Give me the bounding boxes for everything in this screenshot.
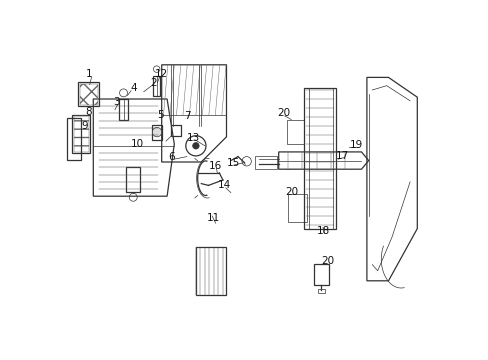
- Text: 19: 19: [349, 140, 363, 150]
- Bar: [72, 115, 89, 153]
- Bar: [288, 194, 306, 222]
- Text: 14: 14: [218, 180, 231, 190]
- Bar: [196, 247, 226, 295]
- Bar: [286, 120, 304, 144]
- Text: 16: 16: [208, 161, 221, 171]
- Text: 20: 20: [285, 186, 298, 197]
- Bar: [78, 82, 99, 106]
- Text: 18: 18: [316, 226, 329, 236]
- Text: 11: 11: [207, 213, 220, 223]
- Text: 7: 7: [184, 111, 190, 121]
- Text: 10: 10: [130, 139, 143, 149]
- Bar: [151, 125, 162, 140]
- Text: 13: 13: [186, 132, 200, 143]
- Text: 5: 5: [157, 110, 164, 120]
- Bar: [318, 289, 324, 293]
- Bar: [73, 116, 88, 152]
- Text: 15: 15: [226, 158, 239, 168]
- Text: 20: 20: [321, 256, 334, 266]
- Text: 1: 1: [85, 69, 92, 79]
- Circle shape: [192, 143, 199, 149]
- Bar: [313, 264, 328, 285]
- Bar: [171, 125, 181, 136]
- Text: 12: 12: [154, 69, 167, 79]
- Text: 9: 9: [81, 121, 87, 131]
- Text: 17: 17: [335, 150, 348, 161]
- Text: 4: 4: [130, 83, 137, 93]
- Bar: [153, 76, 160, 96]
- Text: 6: 6: [168, 152, 175, 162]
- Text: 3: 3: [112, 96, 119, 107]
- Text: 8: 8: [85, 107, 92, 117]
- Circle shape: [152, 127, 162, 137]
- Text: 20: 20: [276, 108, 289, 118]
- Bar: [119, 99, 127, 120]
- Bar: [126, 167, 140, 192]
- Bar: [254, 156, 276, 169]
- Bar: [67, 118, 81, 160]
- Text: 2: 2: [150, 78, 157, 88]
- Bar: [303, 88, 336, 229]
- Bar: [80, 84, 98, 105]
